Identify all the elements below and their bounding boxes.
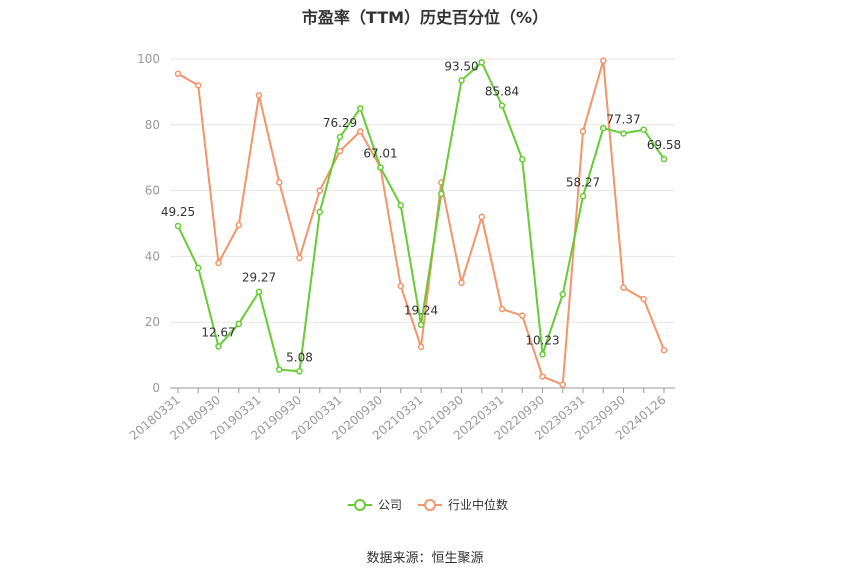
data-point <box>174 222 182 230</box>
data-point <box>620 284 627 291</box>
data-point <box>397 202 404 209</box>
data-point <box>215 259 222 267</box>
data-point <box>458 77 465 84</box>
data-point <box>255 91 263 99</box>
data-point <box>498 305 506 313</box>
data-point <box>417 343 425 351</box>
legend-swatch-marker <box>424 499 436 511</box>
data-point <box>539 351 546 358</box>
data-point <box>519 156 526 163</box>
data-point <box>579 193 587 200</box>
data-label: 5.08 <box>286 350 313 364</box>
legend-swatch-marker <box>354 499 366 511</box>
data-point <box>276 366 283 373</box>
data-point <box>336 133 344 141</box>
data-point <box>539 373 546 380</box>
data-point <box>215 343 222 350</box>
data-point <box>579 128 587 135</box>
data-point <box>640 126 647 133</box>
data-point <box>316 208 323 216</box>
data-point <box>296 368 303 375</box>
data-point <box>235 221 242 229</box>
data-point <box>559 290 566 298</box>
data-point <box>195 264 202 272</box>
data-point <box>316 187 323 194</box>
data-point <box>377 164 384 171</box>
series-line <box>177 60 665 387</box>
legend-label: 行业中位数 <box>448 497 508 512</box>
data-point <box>519 312 526 319</box>
data-label: 76.29 <box>323 116 357 130</box>
data-point <box>660 346 668 354</box>
data-point <box>296 254 303 262</box>
data-point <box>336 147 344 155</box>
data-label: 12.67 <box>201 325 235 339</box>
data-label: 19.24 <box>404 304 438 318</box>
data-point <box>357 128 364 135</box>
data-point <box>438 190 445 198</box>
data-point <box>600 57 607 64</box>
data-label: 93.50 <box>444 59 478 73</box>
data-label: 10.23 <box>525 333 559 347</box>
data-point <box>559 381 566 388</box>
data-point <box>620 130 627 137</box>
data-point <box>600 124 607 132</box>
chart-title: 市盈率（TTM）历史百分位（%） <box>301 8 549 27</box>
legend-label: 公司 <box>378 498 402 512</box>
y-tick-label: 20 <box>145 315 160 329</box>
data-point <box>357 105 364 112</box>
y-tick-label: 40 <box>145 249 160 263</box>
data-label: 58.27 <box>566 175 600 189</box>
data-point <box>478 59 485 66</box>
data-label: 85.84 <box>485 85 519 99</box>
data-label: 29.27 <box>242 271 276 285</box>
data-point <box>478 213 485 221</box>
data-label: 69.58 <box>647 138 681 152</box>
data-point <box>276 179 283 186</box>
data-source: 数据来源：恒生聚源 <box>366 551 484 566</box>
data-point <box>458 279 465 286</box>
data-point <box>174 70 182 78</box>
data-point <box>640 295 647 303</box>
y-tick-label: 60 <box>145 184 160 198</box>
data-label: 77.37 <box>606 112 640 126</box>
y-tick-label: 80 <box>145 118 160 132</box>
data-label: 67.01 <box>363 147 397 161</box>
data-point <box>255 288 263 295</box>
data-point <box>498 102 506 109</box>
data-label: 49.25 <box>161 205 195 219</box>
data-point <box>195 82 202 89</box>
y-tick-label: 0 <box>152 381 160 395</box>
data-point <box>235 320 242 328</box>
data-point <box>397 282 404 290</box>
data-point <box>660 155 668 163</box>
data-point <box>417 321 425 328</box>
y-tick-label: 100 <box>137 52 160 66</box>
